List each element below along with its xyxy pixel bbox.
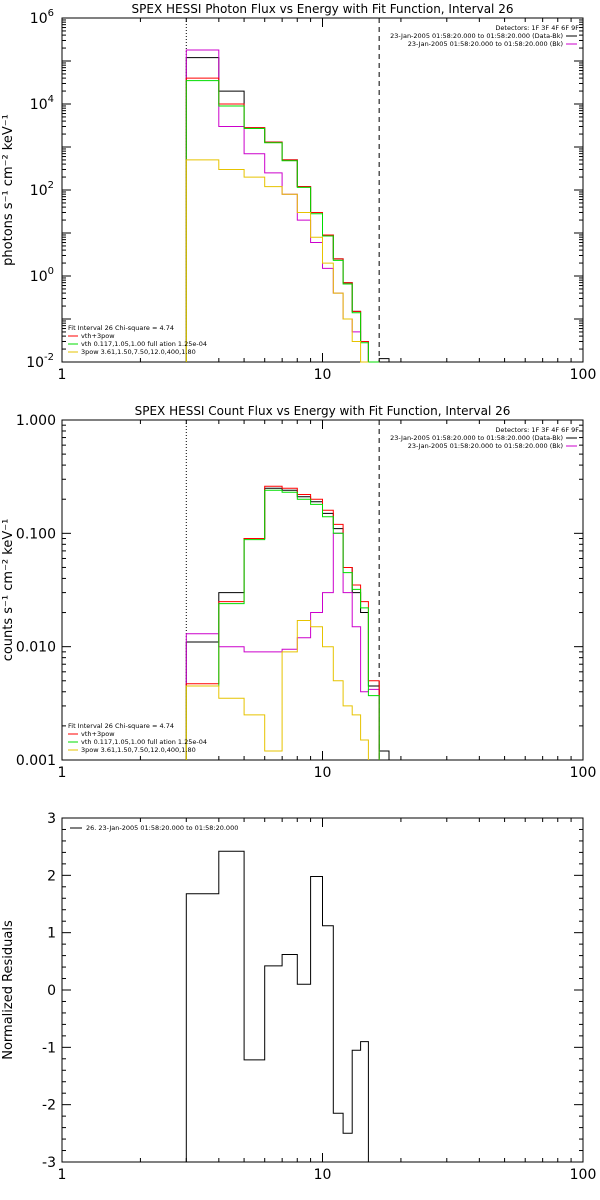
fit-legend-entry: 3pow 3.61,1.50,7.50,12.0,400,1.80 [81, 746, 196, 754]
series-line-4 [185, 80, 380, 363]
fit-legend-entry: vth+3pow [81, 730, 115, 738]
x-tick-label: 1 [58, 367, 67, 383]
y-tick-base: 10 [30, 97, 48, 113]
y-axis-label: Normalized Residuals [1, 920, 16, 1060]
y-tick-label: -1 [42, 1040, 56, 1056]
legend-header: Detectors: 1F 3F 4F 6F 9F [495, 24, 579, 32]
chart-title: SPEX HESSI Count Flux vs Energy with Fit… [135, 404, 511, 418]
y-tick-label: 3 [47, 811, 56, 827]
legend-header: Detectors: 1F 3F 4F 6F 9F [495, 426, 579, 434]
y-tick-exponent: 6 [48, 8, 54, 19]
x-tick-label: 100 [570, 367, 597, 383]
legend-entry: 23-Jan-2005 01:58:20.000 to 01:58:20.000… [408, 442, 563, 450]
y-tick-base: 10 [30, 11, 48, 27]
fit-legend-entry: vth+3pow [81, 332, 115, 340]
fit-legend-entry: vth 0.117,1.05,1.00 full ation 1.25e-04 [81, 738, 207, 746]
x-tick-label: 1 [58, 1167, 67, 1183]
legend-entry: 23-Jan-2005 01:58:20.000 to 01:58:20.000… [390, 32, 563, 40]
series-line-5 [185, 620, 369, 760]
series-line-1 [185, 850, 369, 1162]
y-tick-label: 100 [30, 266, 54, 285]
chart-title: SPEX HESSI Photon Flux vs Energy with Fi… [132, 2, 514, 16]
plot-frame [61, 419, 584, 761]
y-tick-label: 1 [47, 926, 56, 942]
y-tick-label: 0.100 [16, 526, 56, 542]
y-tick-base: 10 [30, 183, 48, 199]
series-line-2 [185, 532, 380, 760]
plot-frame [61, 17, 584, 363]
x-tick-label: 10 [314, 765, 332, 781]
y-tick-label: 0.001 [16, 753, 56, 769]
y-tick-label: 1.000 [16, 413, 56, 429]
x-tick-label: 10 [314, 1167, 332, 1183]
y-tick-base: 10 [30, 269, 48, 285]
series-line-3 [185, 485, 380, 760]
fit-legend-header: Fit Interval 26 Chi-square = 4.74 [68, 324, 174, 332]
y-tick-label: -2 [42, 1098, 56, 1114]
y-tick-label: 0 [47, 983, 56, 999]
y-axis-label: photons s⁻¹ cm⁻² keV⁻¹ [1, 114, 16, 266]
series-line-5 [185, 159, 369, 363]
y-tick-exponent: -2 [44, 352, 54, 363]
chart-panel-1: SPEX HESSI Photon Flux vs Energy with Fi… [1, 2, 596, 383]
series-line-2 [185, 49, 380, 363]
y-tick-label: 104 [30, 94, 54, 113]
y-tick-label: 0.010 [16, 640, 56, 656]
x-tick-label: 100 [570, 765, 597, 781]
series-line-1 [185, 57, 390, 363]
y-tick-label: 2 [47, 868, 56, 884]
chart-panel-3: Normalized Residuals 1 10 100 -3 -2 -1 0 1 2 3 26. … [1, 811, 596, 1183]
x-tick-label: 10 [314, 367, 332, 383]
y-tick-label: 10-2 [26, 352, 54, 371]
series-line-4 [185, 489, 380, 760]
chart-panel-2: SPEX HESSI Count Flux vs Energy with Fit… [1, 404, 596, 781]
fit-legend-entry: 3pow 3.61,1.50,7.50,12.0,400,1.80 [81, 348, 196, 356]
series-line-1 [185, 487, 390, 760]
fit-legend-entry: vth 0.117,1.05,1.00 full ation 1.25e-04 [81, 340, 207, 348]
y-tick-exponent: 0 [48, 266, 54, 277]
legend-entry: 26. 23-Jan-2005 01:58:20.000 to 01:58:20… [86, 824, 238, 832]
plot-frame [61, 817, 584, 1163]
y-tick-label: 102 [30, 180, 54, 199]
y-tick-label: 106 [30, 8, 54, 27]
fit-legend-header: Fit Interval 26 Chi-square = 4.74 [68, 722, 174, 730]
legend-entry: 23-Jan-2005 01:58:20.000 to 01:58:20.000… [390, 434, 563, 442]
y-tick-exponent: 2 [48, 180, 54, 191]
y-axis-label: counts s⁻¹ cm⁻² keV⁻¹ [1, 519, 16, 662]
legend-entry: 23-Jan-2005 01:58:20.000 to 01:58:20.000… [408, 40, 563, 48]
x-tick-label: 100 [570, 1167, 597, 1183]
y-tick-exponent: 4 [48, 94, 54, 105]
y-tick-label: -3 [42, 1155, 56, 1171]
y-tick-base: 10 [26, 355, 44, 371]
x-tick-label: 1 [58, 765, 67, 781]
